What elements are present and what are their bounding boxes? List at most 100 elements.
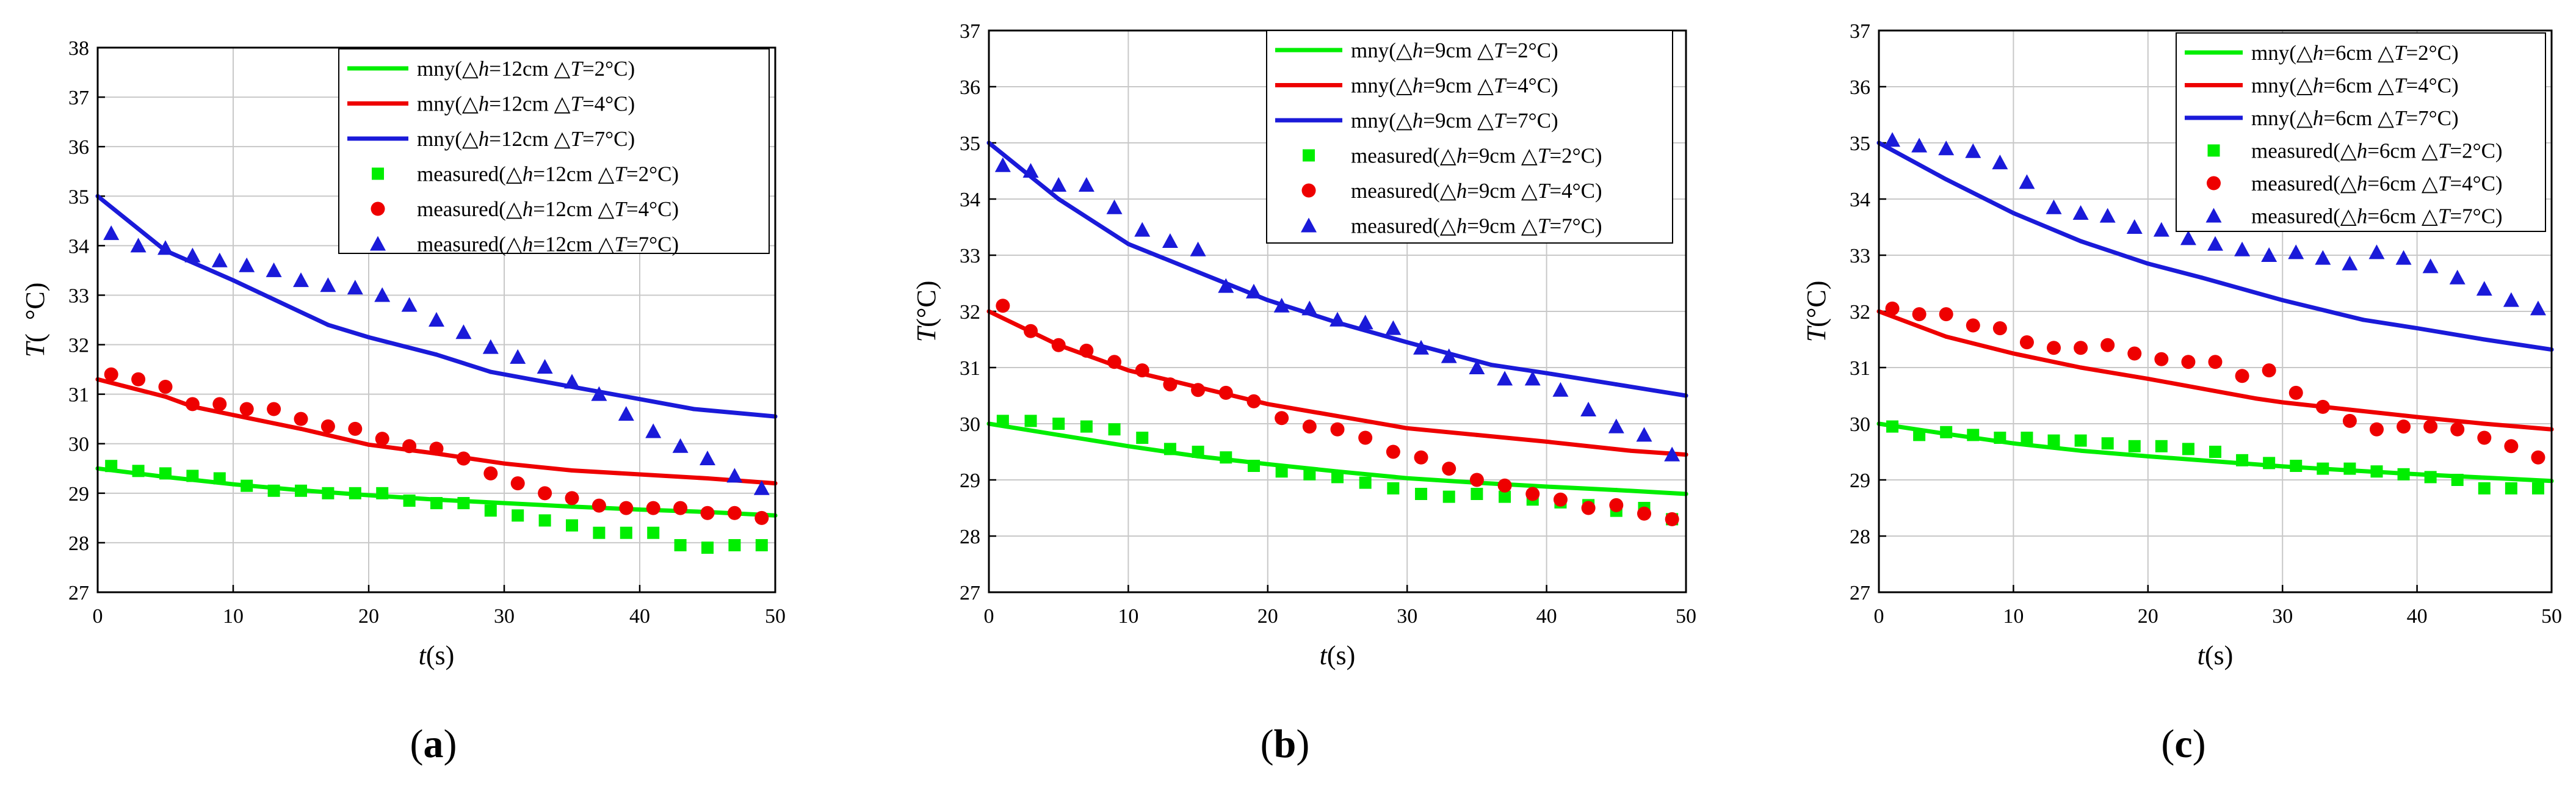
- curve-point: [1614, 488, 1619, 493]
- measured-point-red: [2047, 341, 2061, 355]
- measured-point-red: [1302, 419, 1317, 434]
- curve-point: [231, 278, 236, 283]
- measured-point-red: [1966, 318, 1980, 333]
- measured-point-blue: [2207, 236, 2223, 251]
- legend-text-italic: T: [1494, 38, 1507, 62]
- legend-text: mny(△: [417, 92, 479, 116]
- measured-point-red: [1609, 498, 1624, 512]
- measured-point-blue: [510, 349, 526, 364]
- measured-point-blue: [2153, 222, 2169, 237]
- measured-point-blue: [1385, 320, 1402, 335]
- legend-text-italic: T: [570, 127, 584, 151]
- measured-point-red: [239, 402, 254, 416]
- measured-point-blue: [2342, 255, 2358, 270]
- measured-point-green: [241, 479, 253, 492]
- measured-point-red: [700, 506, 715, 520]
- x-axis-label: t(s): [1320, 640, 1356, 670]
- curve-point: [1265, 462, 1270, 466]
- measured-point-blue: [700, 451, 715, 466]
- curve-point: [502, 461, 507, 466]
- y-tick-label: 28: [68, 532, 89, 555]
- measured-point-blue: [157, 240, 173, 255]
- measured-point-red: [2019, 335, 2034, 350]
- measured-point-red: [212, 397, 227, 412]
- measured-point-blue: [1497, 371, 1513, 386]
- x-tick-label: 30: [2272, 605, 2293, 628]
- legend-swatch-marker: [2205, 208, 2222, 223]
- x-tick-label: 10: [2003, 605, 2024, 628]
- measured-point-blue: [564, 374, 580, 389]
- measured-point-blue: [994, 157, 1011, 172]
- legend-text: =9cm △: [1423, 38, 1494, 62]
- measured-point-blue: [2099, 208, 2116, 223]
- y-tick-label: 27: [1850, 582, 1870, 604]
- measured-point-blue: [2046, 199, 2062, 214]
- measured-point-blue: [2368, 244, 2385, 259]
- measured-point-blue: [591, 386, 607, 401]
- legend-swatch-marker: [372, 167, 384, 180]
- legend-box: [2176, 32, 2546, 232]
- x-tick-label: 30: [494, 605, 515, 628]
- model-curve-red: [1876, 309, 2554, 432]
- measured-point-green: [1163, 443, 1176, 455]
- x-tick-label: 40: [2407, 605, 2428, 628]
- legend-text-italic: T: [1494, 109, 1507, 132]
- curve-point: [2415, 472, 2420, 477]
- panel-label-paren: (: [410, 722, 424, 766]
- measured-point-blue: [211, 252, 228, 267]
- measured-point-red: [1386, 444, 1400, 459]
- legend-text: =2°C): [1505, 38, 1558, 62]
- measured-point-red: [1135, 363, 1149, 378]
- legend-swatch-marker: [1303, 149, 1315, 162]
- measured-point-blue: [2261, 247, 2278, 262]
- y-tick-label: 35: [68, 186, 89, 208]
- measured-point-red: [1218, 385, 1233, 400]
- measured-point-red: [2504, 439, 2519, 454]
- panel-label-b: (b): [1261, 722, 1310, 766]
- measured-point-green: [2128, 440, 2141, 452]
- curve-point: [637, 472, 642, 477]
- legend-text-italic: T: [570, 92, 584, 116]
- x-tick-label: 10: [1118, 605, 1138, 628]
- measured-point-red: [1581, 501, 1596, 515]
- measured-point-green: [512, 509, 524, 522]
- measured-point-blue: [1245, 283, 1262, 299]
- measured-point-blue: [1992, 154, 2008, 170]
- measured-point-red: [673, 501, 688, 515]
- legend-box: [1266, 30, 1673, 244]
- legend-text-italic: T: [1538, 214, 1551, 238]
- measured-point-green: [1247, 460, 1260, 472]
- curve-point: [1265, 298, 1270, 303]
- legend-text: =6cm △: [2367, 172, 2438, 195]
- legend-text-italic: T: [2394, 74, 2408, 98]
- measured-point-blue: [2180, 230, 2196, 245]
- legend-text-italic: T: [570, 57, 584, 81]
- chart-panel-a: 0 10 20 30 40 50 27 28 29 30 31 32 33 34 35 36 37 38 mny(△…: [20, 37, 786, 766]
- y-tick-label: 29: [960, 470, 980, 492]
- measured-point-green: [674, 539, 687, 551]
- legend-text-italic: T: [1494, 74, 1507, 98]
- measured-point-red: [267, 402, 281, 416]
- measured-point-blue: [320, 277, 336, 292]
- measured-point-blue: [1218, 278, 1234, 293]
- measured-point-blue: [2126, 219, 2143, 234]
- measured-point-green: [376, 487, 389, 499]
- x-tick-label: 0: [984, 605, 994, 628]
- measured-point-green: [2317, 462, 2329, 475]
- measured-point-blue: [1273, 297, 1290, 313]
- measured-point-red: [538, 486, 552, 501]
- measured-point-green: [295, 484, 307, 497]
- curve-point: [705, 476, 710, 481]
- measured-point-red: [1414, 450, 1428, 465]
- legend-text: =7°C): [1505, 109, 1558, 132]
- measured-point-blue: [429, 312, 444, 327]
- legend-text: =4°C): [1505, 74, 1558, 98]
- legend-text: mny(△: [417, 57, 479, 81]
- curve-point: [488, 369, 493, 374]
- measured-point-red: [1553, 492, 1568, 507]
- measured-point-green: [1080, 420, 1093, 433]
- measured-point-red: [727, 506, 742, 520]
- measured-point-green: [2047, 434, 2060, 447]
- legend-entry: measured(△h=9cm △T=4°C): [1351, 179, 1602, 203]
